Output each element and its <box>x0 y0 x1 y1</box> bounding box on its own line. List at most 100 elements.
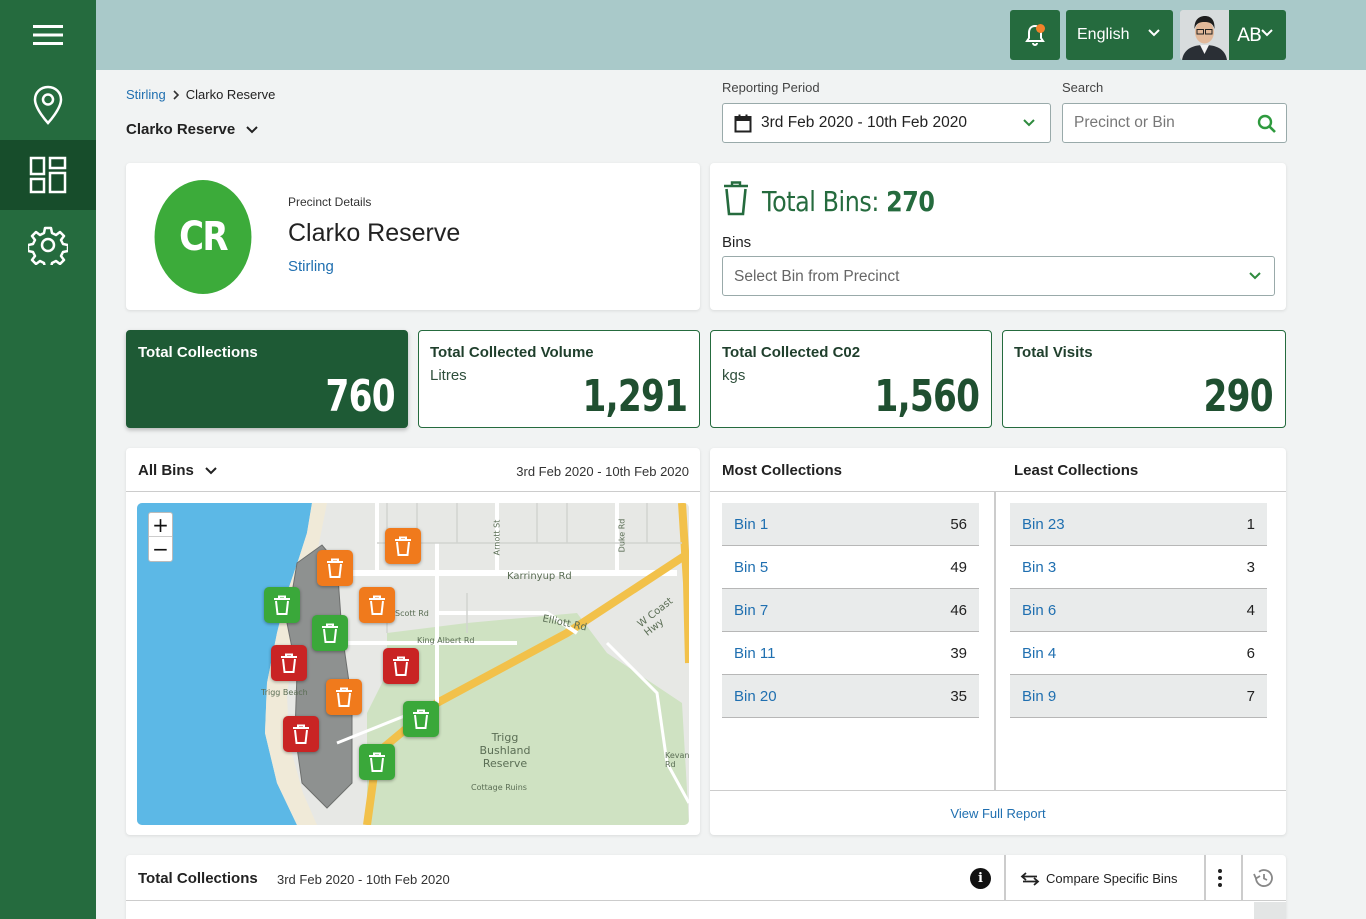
bin-map[interactable]: + − Trigg Bushland Reserve Karrinyup Rd … <box>137 503 689 825</box>
divider <box>1241 855 1243 901</box>
bin-select[interactable]: Select Bin from Precinct <box>722 256 1275 296</box>
column-divider <box>994 492 996 790</box>
total-collections-chart-panel: Total Collections 3rd Feb 2020 - 10th Fe… <box>126 855 1286 919</box>
map-zoom-control: + − <box>148 512 173 562</box>
view-full-report-link[interactable]: View Full Report <box>710 790 1286 835</box>
reporting-period-select[interactable]: 3rd Feb 2020 - 10th Feb 2020 <box>722 103 1051 143</box>
swap-arrows-icon <box>1020 871 1040 886</box>
bin-icon <box>369 752 385 772</box>
chevron-down-icon <box>246 125 258 133</box>
language-label: English <box>1077 26 1130 43</box>
bin-filter-dropdown[interactable]: All Bins <box>138 462 218 479</box>
bin-marker-green[interactable] <box>312 615 348 651</box>
stat-title: Total Visits <box>1014 344 1093 361</box>
sidebar-item-settings[interactable] <box>0 210 96 280</box>
scrollbar[interactable] <box>1254 902 1286 919</box>
chevron-right-icon <box>173 89 179 100</box>
stat-total-collections[interactable]: Total Collections 760 <box>126 330 408 428</box>
language-select[interactable]: English <box>1066 10 1173 60</box>
bin-icon <box>369 595 385 615</box>
list-item[interactable]: Bin 7 46 <box>722 589 979 632</box>
map-label-road: Karrinyup Rd <box>507 571 572 582</box>
bin-icon <box>413 709 429 729</box>
period-label: Reporting Period <box>722 80 820 95</box>
map-label-road: Duke Rd <box>617 518 627 553</box>
bin-icon <box>395 536 411 556</box>
notifications-button[interactable] <box>1010 10 1060 60</box>
stat-unit: kgs <box>722 367 746 384</box>
stat-value: 1,560 <box>874 371 979 422</box>
breadcrumb-current: Clarko Reserve <box>185 87 276 102</box>
user-menu[interactable]: AB <box>1180 10 1286 60</box>
gear-icon <box>28 226 68 265</box>
map-label-road: Scott Rd <box>395 609 429 618</box>
bin-marker-orange[interactable] <box>317 550 353 586</box>
period-value: 3rd Feb 2020 - 10th Feb 2020 <box>761 114 967 131</box>
map-label-road: Arnott St <box>492 519 502 556</box>
collections-ranking-panel: Most Collections Least Collections Bin 1… <box>710 448 1286 835</box>
bin-marker-green[interactable] <box>264 587 300 623</box>
zoom-out-button[interactable]: − <box>152 537 169 561</box>
list-item[interactable]: Bin 20 35 <box>722 675 979 718</box>
stat-total-co2[interactable]: Total Collected C02 kgs 1,560 <box>710 330 992 428</box>
dashboard-icon <box>29 156 67 194</box>
total-bins-title: Total Bins: 270 <box>762 185 935 218</box>
compare-bins-button[interactable]: Compare Specific Bins <box>1020 871 1178 886</box>
breadcrumb: Stirling Clarko Reserve <box>126 87 275 102</box>
bins-label: Bins <box>722 234 752 251</box>
total-bins-card: Total Bins: 270 Bins Select Bin from Pre… <box>710 163 1286 310</box>
stat-value: 290 <box>1203 371 1274 422</box>
bin-marker-green[interactable] <box>403 701 439 737</box>
bin-marker-green[interactable] <box>359 744 395 780</box>
map-panel: All Bins 3rd Feb 2020 - 10th Feb 2020 <box>126 448 700 835</box>
bin-marker-red[interactable] <box>283 716 319 752</box>
sidebar <box>0 0 96 919</box>
chevron-down-icon <box>1148 29 1160 37</box>
search-input[interactable] <box>1074 114 1244 132</box>
total-bins-value: 270 <box>886 185 935 218</box>
precinct-switcher[interactable]: Clarko Reserve <box>126 121 259 138</box>
sidebar-item-locations[interactable] <box>0 70 96 140</box>
stat-total-visits[interactable]: Total Visits 290 <box>1002 330 1286 428</box>
search-field[interactable] <box>1062 103 1287 143</box>
bin-marker-red[interactable] <box>271 645 307 681</box>
bin-select-placeholder: Select Bin from Precinct <box>734 268 900 285</box>
chevron-down-icon <box>1249 272 1261 280</box>
top-bar: English AB <box>96 0 1366 70</box>
info-icon[interactable]: i <box>970 868 991 889</box>
list-item[interactable]: Bin 5 49 <box>722 546 979 589</box>
list-item[interactable]: Bin 1 56 <box>722 503 979 546</box>
menu-icon <box>33 25 63 45</box>
list-item[interactable]: Bin 11 39 <box>722 632 979 675</box>
bin-marker-red[interactable] <box>383 648 419 684</box>
stat-total-volume[interactable]: Total Collected Volume Litres 1,291 <box>418 330 700 428</box>
precinct-details-label: Precinct Details <box>288 195 372 209</box>
breadcrumb-link-stirling[interactable]: Stirling <box>126 87 166 102</box>
divider <box>1004 855 1006 901</box>
chart-panel-header: Total Collections 3rd Feb 2020 - 10th Fe… <box>126 855 1286 901</box>
collections-header: Most Collections Least Collections <box>710 448 1286 492</box>
sidebar-item-dashboard[interactable] <box>0 140 96 210</box>
precinct-parent-link[interactable]: Stirling <box>288 258 334 275</box>
bin-icon <box>724 181 748 216</box>
search-label: Search <box>1062 80 1104 95</box>
bin-marker-orange[interactable] <box>385 528 421 564</box>
bin-icon <box>327 558 343 578</box>
zoom-in-button[interactable]: + <box>149 513 172 537</box>
notification-dot <box>1036 24 1045 33</box>
list-item[interactable]: Bin 23 1 <box>1010 503 1267 546</box>
map-label-road: King Albert Rd <box>417 636 475 645</box>
bin-marker-orange[interactable] <box>359 587 395 623</box>
stat-title: Total Collections <box>138 344 258 361</box>
search-icon[interactable] <box>1257 114 1277 134</box>
bin-marker-orange[interactable] <box>326 679 362 715</box>
location-pin-icon <box>33 85 63 125</box>
more-vertical-icon[interactable] <box>1216 868 1224 888</box>
history-icon[interactable] <box>1252 868 1274 888</box>
map-label-beach: Trigg Beach <box>261 688 308 697</box>
menu-button[interactable] <box>0 0 96 70</box>
